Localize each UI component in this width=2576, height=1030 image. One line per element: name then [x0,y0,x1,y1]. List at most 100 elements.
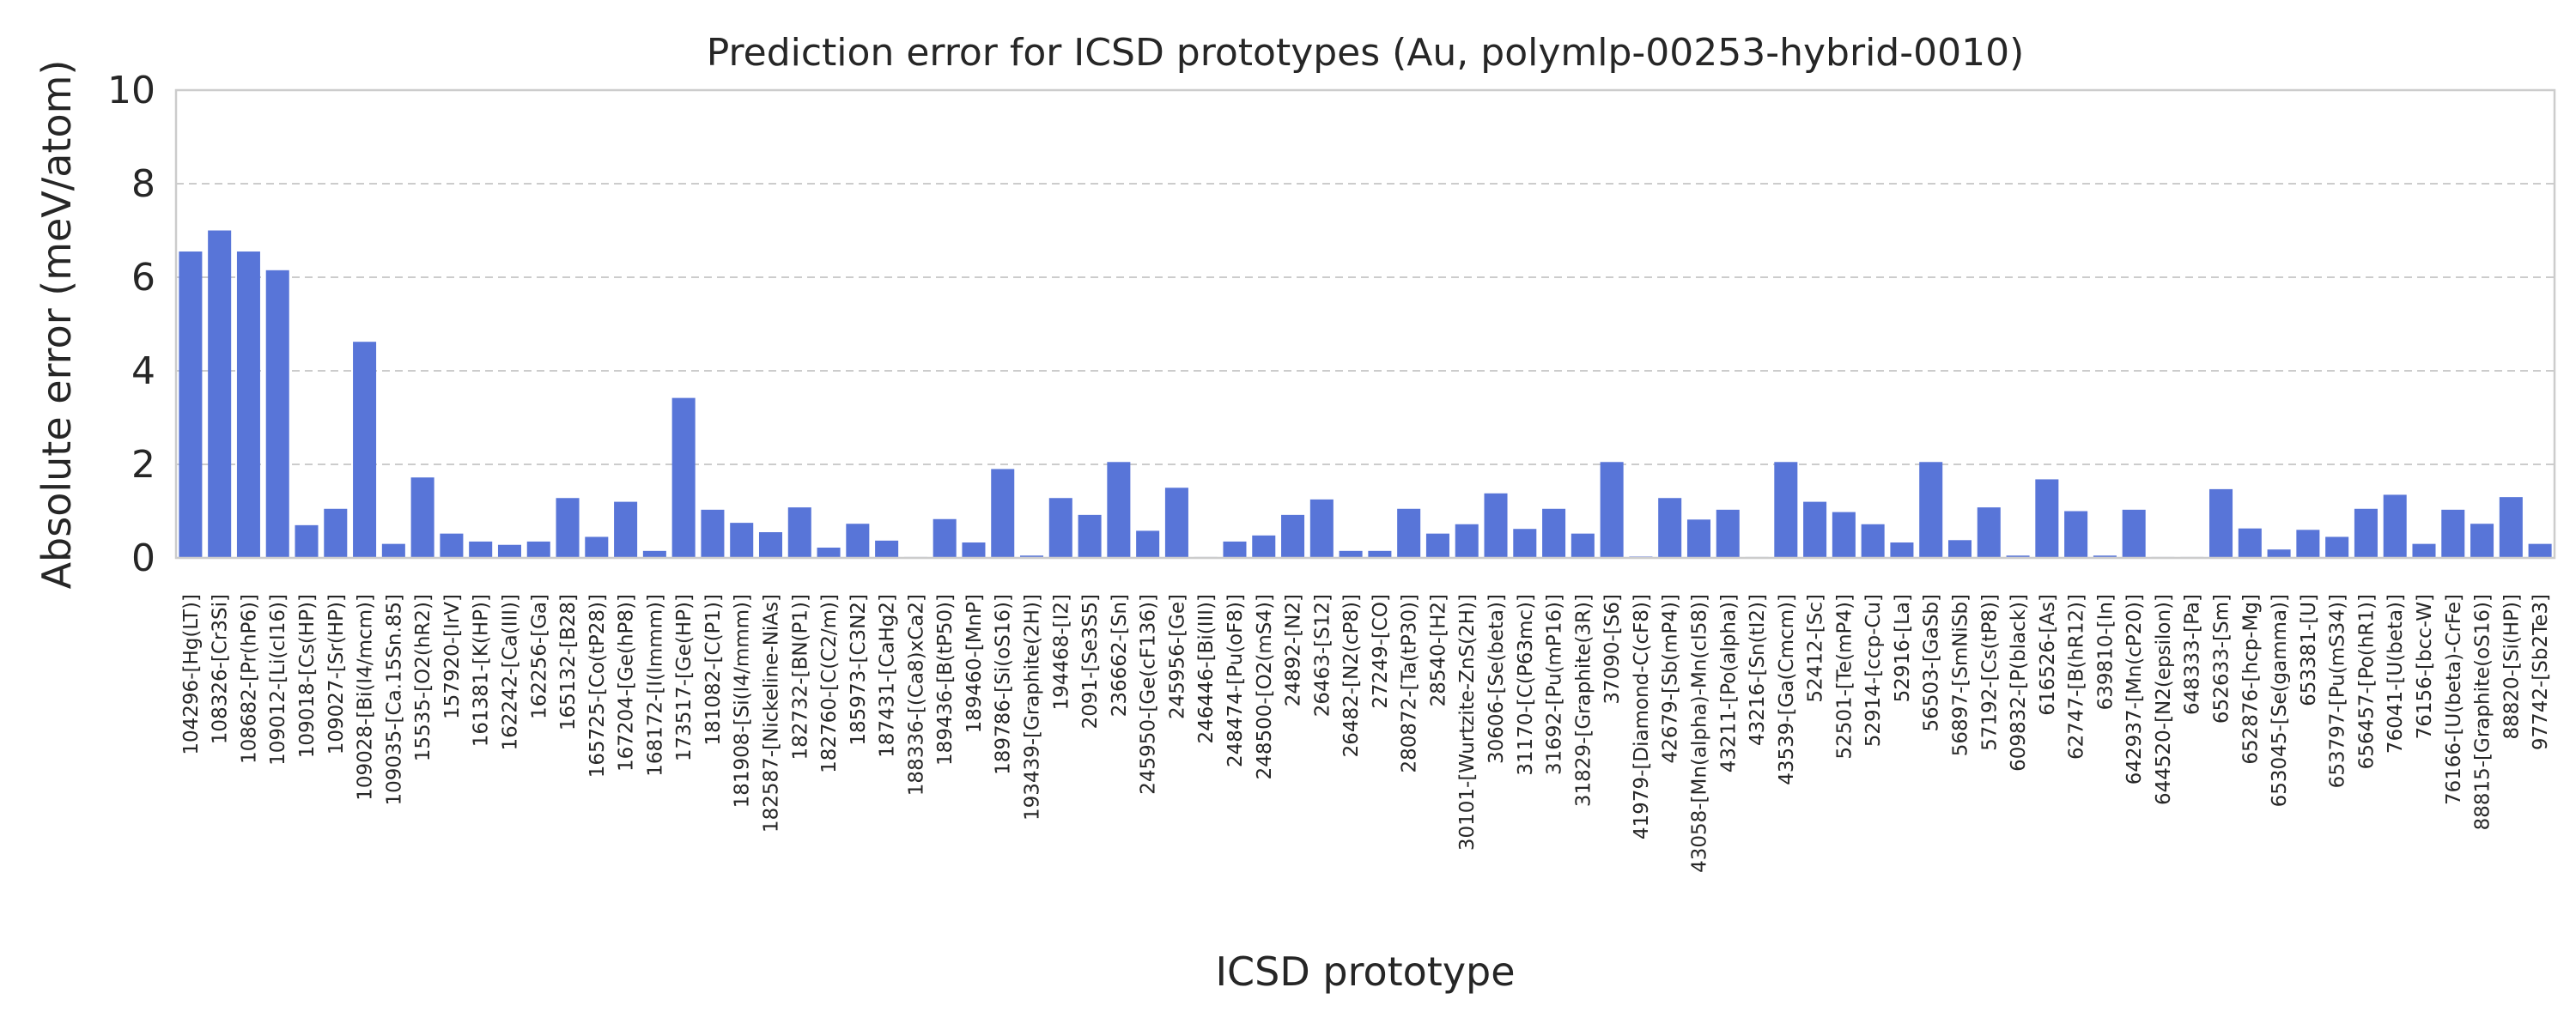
x-tick-label: 15535-[O2(hR2)] [412,594,434,761]
x-tick-label: 656457-[Po(hR1)] [2355,594,2378,769]
x-tick-label: 653797-[Pu(mS34)] [2327,594,2349,788]
bar [1890,542,1914,558]
x-tick-label: 193439-[Graphite(2H)] [1022,594,1044,821]
x-tick-label: 652633-[Sm] [2211,594,2233,724]
x-tick-label: 165725-[Co(tP28)] [586,594,609,778]
bar [236,251,260,558]
x-tick-label: 165132-[B28] [557,594,580,730]
bar [2528,543,2552,558]
x-tick-label: 26463-[S12] [1311,594,1334,717]
x-tick-label: 27249-[CO] [1370,594,1392,709]
x-tick-label: 56503-[GaSb] [1921,594,1943,732]
bar [1136,530,1160,558]
x-tick-label: 52916-[La] [1892,594,1914,702]
x-tick-label: 76156-[bcc-W] [2414,594,2436,739]
bar [2064,511,2088,558]
bar [1542,508,1566,558]
x-tick-label: 162256-[Ga] [528,594,550,719]
bar [701,509,725,558]
bar [787,507,811,558]
x-tick-label: 185973-[C3N2] [848,594,870,746]
bar [1455,524,1479,558]
x-tick-label: 109027-[Sr(HP)] [325,594,348,754]
bar [614,501,638,558]
x-tick-label: 652876-[hcp-Mg] [2239,594,2262,765]
x-tick-label: 24892-[N2] [1283,594,1305,706]
bar [933,518,957,558]
x-tick-label: 41979-[Diamond-C(cF8)] [1631,594,1653,839]
x-tick-label: 31829-[Graphite(3R)] [1572,594,1595,807]
bar [556,498,580,558]
bar [526,541,550,558]
bar [469,541,493,558]
bar [295,524,319,558]
bar [1947,540,1972,558]
bar [2122,509,2146,558]
y-tick-label: 8 [131,162,155,206]
x-tick-label: 109035-[Ca.15Sn.85] [383,594,405,806]
bar [1223,541,1247,558]
bar [1716,509,1740,558]
bar [2296,530,2320,558]
bar [1309,499,1334,558]
x-tick-label: 167204-[Ge(hP8)] [616,594,638,772]
x-tick-label: 104296-[Hg(LT)] [180,594,203,755]
bar [991,469,1015,558]
bar [1658,498,1682,558]
bar [1686,519,1710,558]
bar [585,536,609,558]
bar [1513,529,1537,558]
x-tick-label: 189460-[MnP] [963,594,986,733]
x-tick-label: 653045-[Se(gamma)] [2269,594,2291,807]
bar [2238,528,2262,558]
bar [962,542,986,558]
x-tick-label: 194468-[I2] [1050,594,1072,710]
y-tick-label: 10 [107,69,155,112]
x-tick-label: 162242-[Ca(III)] [499,594,521,751]
x-tick-label: 88815-[Graphite(oS16)] [2472,594,2494,830]
bar [179,251,203,558]
bar [1078,514,1102,558]
chart-title: Prediction error for ICSD prototypes (Au… [707,31,2025,75]
x-tick-label: 189436-[B(tP50)] [934,594,957,766]
bars [179,230,2552,558]
x-tick-label: 52914-[ccp-Cu] [1862,594,1885,747]
x-tick-label: 56897-[SmNiSb] [1950,594,1972,756]
x-tick-label: 280872-[Ta(tP30)] [1399,594,1421,772]
bar [324,508,348,558]
x-tick-label: 648333-[Pa] [2182,594,2204,715]
bar [2441,509,2465,558]
x-tick-label: 642937-[Mn(cP20)] [2123,594,2146,785]
x-tick-label: 644520-[N2(epsilon)] [2153,594,2175,805]
bar [410,477,434,558]
bar [381,543,405,558]
bar [846,524,870,558]
bar [1861,524,1885,558]
bar [1339,550,1363,558]
bar [1281,514,1305,558]
bar [730,523,754,558]
bar [1919,462,1943,558]
x-tick-label: 31170-[C(P63mc)] [1515,594,1537,776]
bar [1397,508,1421,558]
bar [1803,501,1827,558]
bar [1832,512,1856,558]
x-tick-label: 616526-[As] [2037,594,2059,716]
x-tick-label: 181908-[Si(I4/mmm)] [732,594,754,808]
x-tick-label: 236662-[Sn] [1109,594,1131,717]
x-tick-label: 109028-[Bi(I4/mcm)] [355,594,377,801]
bar [2383,494,2407,558]
x-tick-label: 62747-[B(hR12)] [2066,594,2088,760]
x-tick-label: 43216-[Sn(tI2)] [1747,594,1769,746]
x-tick-label: 168172-[I(Immm)] [644,594,666,777]
bar [208,230,232,558]
bar [2209,488,2233,558]
x-tick-label: 37090-[S6] [1601,594,1624,705]
x-ticks: 104296-[Hg(LT)] 108326-[Cr3Si] 108682-[Pr(… [180,594,2552,873]
bar [2035,479,2059,558]
gridlines [176,183,2555,465]
x-tick-label: 639810-[In] [2094,594,2117,710]
x-tick-label: 52412-[Sc] [1805,594,1827,703]
